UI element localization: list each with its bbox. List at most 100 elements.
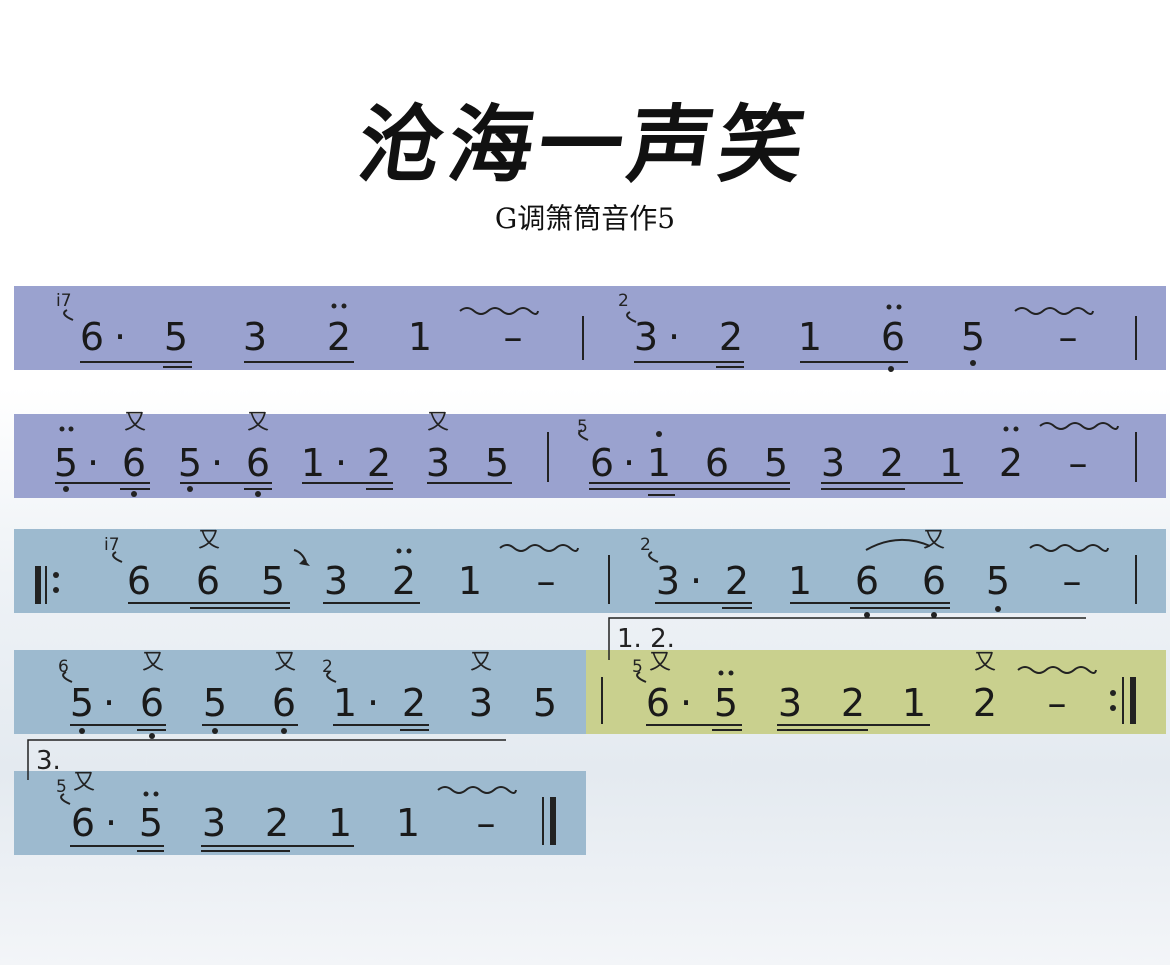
grace-note: 2 xyxy=(618,291,629,311)
note: 6 xyxy=(921,559,947,603)
note: 6 xyxy=(195,559,221,603)
note: 1 xyxy=(395,801,421,845)
note: 2 xyxy=(264,801,290,845)
note: 2 xyxy=(366,441,392,485)
technique-mark: 又 xyxy=(198,528,221,553)
note: 2 xyxy=(718,315,744,359)
note: 3 xyxy=(468,681,494,725)
sustain-dash: – xyxy=(1068,441,1088,485)
technique-mark: 又 xyxy=(974,650,997,675)
sustain-dash: – xyxy=(476,801,496,845)
dot-duration: · xyxy=(366,681,380,725)
note: 2 xyxy=(326,315,352,359)
grace-note: 6 xyxy=(58,657,69,677)
note: 2 xyxy=(391,559,417,603)
note: 6 xyxy=(245,441,271,485)
note: 6 xyxy=(79,315,105,359)
note: 6 xyxy=(704,441,730,485)
dot-duration: · xyxy=(679,681,693,725)
sustain-dash: – xyxy=(503,315,523,359)
grace-note: 5 xyxy=(632,657,643,677)
note: 5 xyxy=(260,559,286,603)
sustain-dash: – xyxy=(1062,559,1082,603)
note: 5 xyxy=(484,441,510,485)
note: 1 xyxy=(327,801,353,845)
sustain-dash: – xyxy=(536,559,556,603)
note: 6 xyxy=(645,681,671,725)
note: 2 xyxy=(724,559,750,603)
note: 3 xyxy=(820,441,846,485)
dot-duration: · xyxy=(334,441,348,485)
dot-duration: · xyxy=(622,441,636,485)
note: 2 xyxy=(401,681,427,725)
note: 1 xyxy=(300,441,326,485)
sustain-dash: – xyxy=(1047,681,1067,725)
grace-note: i7 xyxy=(104,535,120,555)
technique-mark: 又 xyxy=(124,410,147,435)
key-signature: G调箫筒音作5 xyxy=(494,202,676,235)
note: 5 xyxy=(985,559,1011,603)
note: 3 xyxy=(242,315,268,359)
score-row-4-band-b xyxy=(586,650,1166,734)
ending-1-2-label: 1. 2. xyxy=(617,624,675,654)
technique-mark: 又 xyxy=(274,650,297,675)
note: 1 xyxy=(797,315,823,359)
technique-mark: 又 xyxy=(649,650,672,675)
note: 5 xyxy=(69,681,95,725)
dot-duration: · xyxy=(667,315,681,359)
note: 6 xyxy=(126,559,152,603)
note: 5 xyxy=(177,441,203,485)
note: 6 xyxy=(70,801,96,845)
note: 5 xyxy=(163,315,189,359)
note: 1 xyxy=(787,559,813,603)
note: 3 xyxy=(655,559,681,603)
dot-duration: · xyxy=(102,681,116,725)
note: 3 xyxy=(201,801,227,845)
grace-note: 5 xyxy=(577,417,588,437)
score-row-1-band xyxy=(14,286,1166,370)
dot-duration: · xyxy=(210,441,224,485)
technique-mark: 又 xyxy=(427,410,450,435)
note: 6 xyxy=(854,559,880,603)
note: 3 xyxy=(633,315,659,359)
note: 5 xyxy=(532,681,558,725)
note: 1 xyxy=(457,559,483,603)
note: 3 xyxy=(425,441,451,485)
dot-duration: · xyxy=(86,441,100,485)
note: 2 xyxy=(840,681,866,725)
grace-note: 2 xyxy=(640,535,651,555)
note: 1 xyxy=(407,315,433,359)
note: 5 xyxy=(763,441,789,485)
technique-mark: 又 xyxy=(247,410,270,435)
note: 1 xyxy=(332,681,358,725)
grace-note: 2 xyxy=(322,657,333,677)
note: 6 xyxy=(271,681,297,725)
note: 3 xyxy=(323,559,349,603)
note: 2 xyxy=(998,441,1024,485)
note: 1 xyxy=(646,441,672,485)
note: 5 xyxy=(53,441,79,485)
note: 6 xyxy=(880,315,906,359)
note: 6 xyxy=(139,681,165,725)
note: 5 xyxy=(713,681,739,725)
note: 6 xyxy=(589,441,615,485)
score-row-3-band xyxy=(14,529,1166,613)
note: 5 xyxy=(138,801,164,845)
note: 1 xyxy=(901,681,927,725)
dot-duration: · xyxy=(689,559,703,603)
note: 3 xyxy=(777,681,803,725)
note: 5 xyxy=(960,315,986,359)
sustain-dash: – xyxy=(1058,315,1078,359)
technique-mark: 又 xyxy=(470,650,493,675)
dot-duration: · xyxy=(113,315,127,359)
note: 1 xyxy=(938,441,964,485)
dot-duration: · xyxy=(104,801,118,845)
note: 2 xyxy=(972,681,998,725)
grace-note: i7 xyxy=(56,291,72,311)
note: 5 xyxy=(202,681,228,725)
note: 2 xyxy=(879,441,905,485)
ending-3-label: 3. xyxy=(36,746,61,776)
note: 6 xyxy=(121,441,147,485)
technique-mark: 又 xyxy=(142,650,165,675)
